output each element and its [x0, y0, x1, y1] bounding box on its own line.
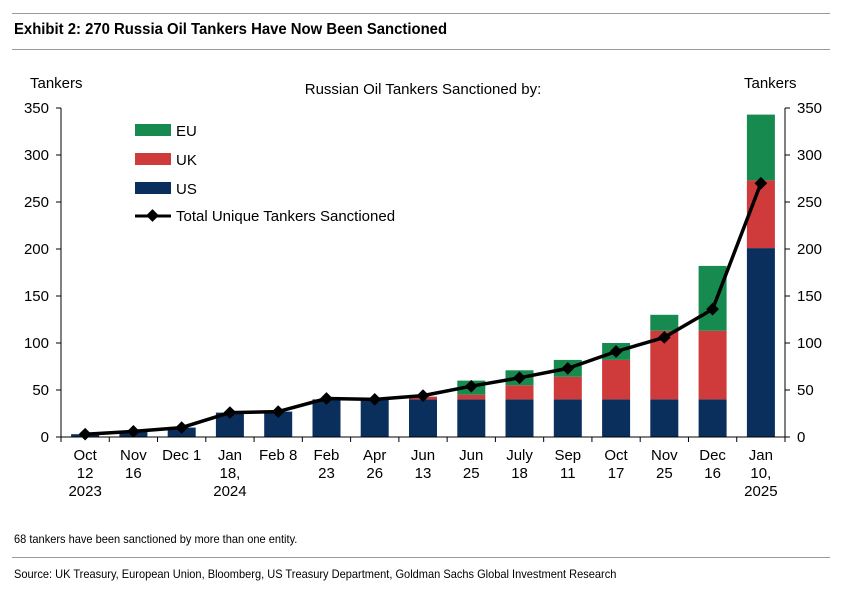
axes-layer: 0 0 50 50 100 100 150 150 200 200 250 250 300 300 350 3… [24, 100, 822, 500]
top-rule [12, 13, 830, 14]
x-tick-label-3: Jan 18, 2024 [213, 447, 246, 500]
y-tick-label-right-100: 100 [797, 335, 822, 352]
total-point-3 [223, 406, 237, 419]
x-tick-label-14: Jan 10, 2025 [744, 447, 777, 500]
x-tick-label-2: Dec 1 [162, 447, 201, 464]
y-tick-label-left-300: 300 [24, 147, 49, 164]
legend-label-uk: UK [176, 152, 197, 169]
left-axis-label: Tankers [30, 75, 83, 92]
y-tick-label-right-350: 350 [797, 100, 822, 117]
title-rule [12, 49, 830, 50]
total-point-2 [175, 421, 189, 434]
x-tick-label-5: Feb 23 [314, 447, 340, 482]
bar-uk-8 [457, 394, 486, 400]
bar-uk-10 [553, 376, 582, 400]
bar-us-14 [746, 248, 775, 437]
y-tick-label-left-0: 0 [41, 429, 49, 446]
total-point-1 [127, 424, 140, 438]
legend: EU UK US Total Unique Tankers Sanctioned [135, 123, 395, 225]
total-point-8 [464, 379, 478, 393]
x-tick-label-9: July 18 [506, 447, 533, 482]
y-tick-label-right-150: 150 [797, 288, 822, 305]
legend-marker-total [146, 209, 159, 222]
x-tick-label-11: Oct 17 [604, 447, 628, 482]
x-tick-label-0: Oct 12 2023 [68, 447, 101, 500]
bar-us-11 [602, 399, 631, 437]
y-tick-label-left-200: 200 [24, 241, 49, 258]
y-tick-label-right-50: 50 [797, 382, 814, 399]
x-tick-label-4: Feb 8 [259, 447, 297, 464]
x-tick-label-13: Dec 16 [699, 447, 726, 482]
source-rule [12, 557, 830, 558]
legend-swatch-us [135, 182, 171, 194]
y-tick-label-right-300: 300 [797, 147, 822, 164]
x-tick-label-8: Jun 25 [459, 447, 483, 482]
legend-label-us: US [176, 181, 197, 198]
bar-us-10 [553, 399, 582, 437]
legend-swatch-uk [135, 153, 171, 165]
bar-us-7 [409, 399, 437, 437]
x-tick-label-10: Sep 11 [554, 447, 581, 482]
bar-us-12 [650, 399, 679, 437]
y-tick-label-right-200: 200 [797, 241, 822, 258]
bar-uk-11 [602, 359, 631, 400]
x-tick-label-7: Jun 13 [411, 447, 435, 482]
y-tick-label-left-250: 250 [24, 194, 49, 211]
bar-uk-13 [698, 330, 727, 400]
footnote: 68 tankers have been sanctioned by more … [14, 532, 298, 546]
x-tick-label-12: Nov 25 [651, 447, 678, 482]
legend-swatch-eu [135, 124, 171, 136]
y-tick-label-right-0: 0 [797, 429, 805, 446]
total-point-7 [416, 389, 430, 403]
bar-us-5 [312, 399, 341, 437]
bar-eu-13 [698, 265, 727, 331]
y-tick-label-right-250: 250 [797, 194, 822, 211]
total-point-0 [78, 427, 92, 441]
y-tick-label-left-150: 150 [24, 288, 49, 305]
y-tick-label-left-100: 100 [24, 335, 49, 352]
legend-label-eu: EU [176, 123, 197, 140]
bar-us-13 [698, 399, 727, 437]
y-tick-label-left-350: 350 [24, 100, 49, 117]
bar-uk-9 [505, 385, 534, 400]
right-axis-label: Tankers [744, 75, 797, 92]
legend-label-total: Total Unique Tankers Sanctioned [176, 208, 395, 225]
x-tick-label-6: Apr 26 [363, 447, 386, 482]
bar-us-9 [505, 399, 534, 437]
total-point-6 [368, 393, 382, 406]
total-point-5 [320, 392, 333, 405]
bar-us-8 [457, 399, 486, 437]
source-note: Source: UK Treasury, European Union, Blo… [14, 567, 617, 581]
total-point-4 [271, 405, 285, 418]
chart-subtitle: Russian Oil Tankers Sanctioned by: [305, 81, 542, 98]
bar-eu-12 [650, 314, 679, 331]
y-tick-label-left-50: 50 [32, 382, 49, 399]
bar-eu-14 [746, 114, 775, 181]
bar-uk-14 [746, 180, 775, 249]
stacked-bar-chart: 0 0 50 50 100 100 150 150 200 200 250 250 300 300 350 3… [24, 75, 822, 500]
exhibit-title: Exhibit 2: 270 Russia Oil Tankers Have N… [14, 21, 448, 38]
x-tick-label-1: Nov 16 [120, 447, 147, 482]
